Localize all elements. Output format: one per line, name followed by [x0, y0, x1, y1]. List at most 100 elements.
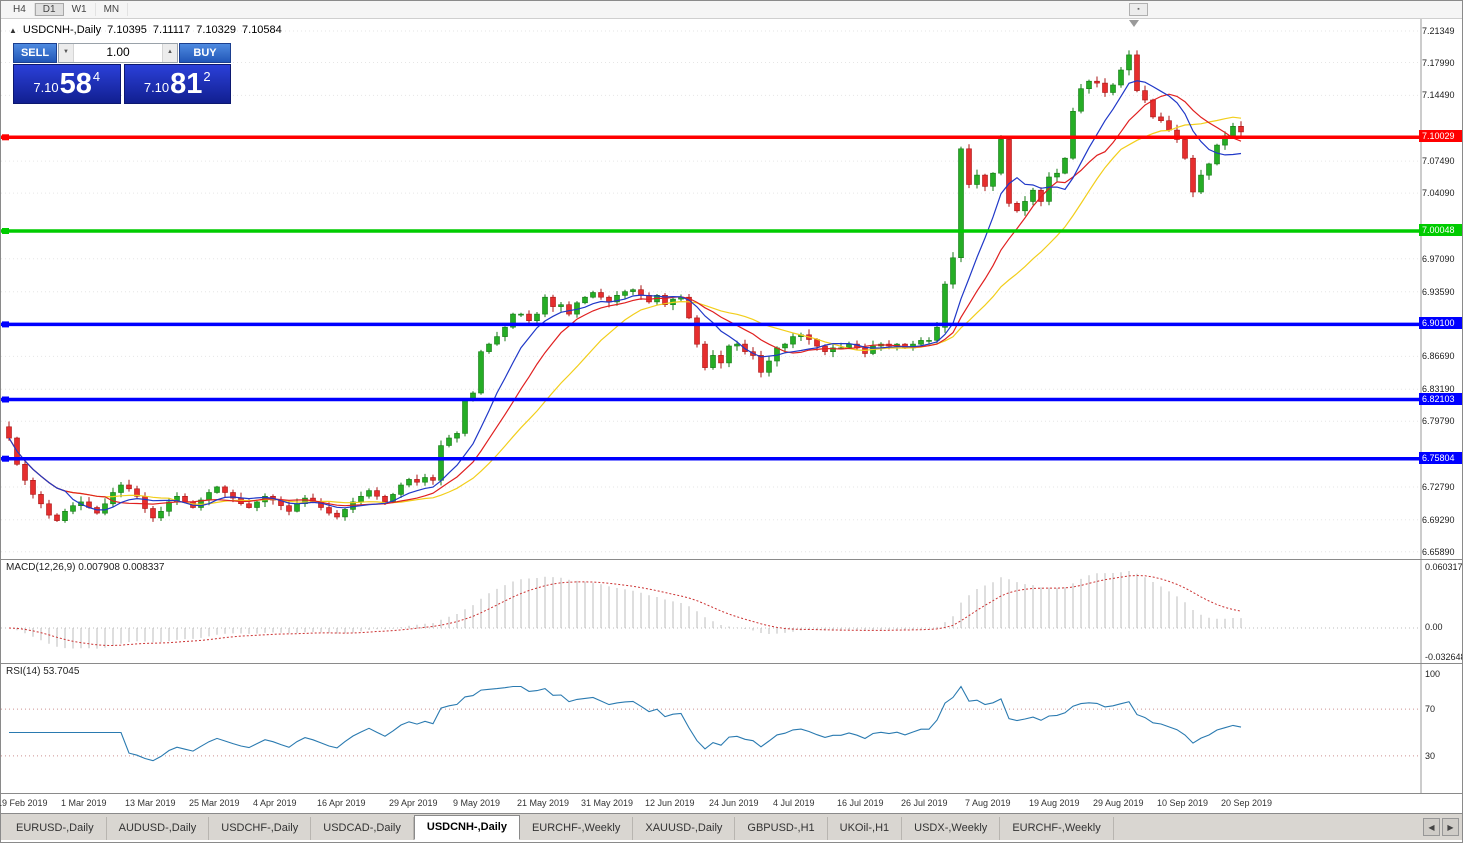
price-axis-label: 6.86690: [1422, 351, 1455, 362]
price-axis-label: 6.79790: [1422, 416, 1455, 427]
chart-tab-xauusd-daily[interactable]: XAUUSD-,Daily: [633, 817, 736, 840]
macd-canvas[interactable]: [1, 560, 1462, 663]
price-chart-canvas[interactable]: [1, 19, 1462, 559]
sell-price-prefix: 7.10: [33, 80, 59, 95]
low-value: 7.10329: [196, 24, 237, 36]
tab-scroll-arrows: ◀ ▶: [1423, 818, 1459, 836]
tab-scroll-right-icon[interactable]: ▶: [1442, 818, 1459, 836]
date-axis-label: 16 Apr 2019: [317, 798, 366, 808]
rsi-label: RSI(14) 53.7045: [6, 666, 80, 677]
price-axis-label: 6.69290: [1422, 514, 1455, 525]
symbol-title: USDCNH-,Daily: [22, 24, 102, 36]
price-axis-label: 7.04090: [1422, 188, 1455, 199]
chart-tab-usdcnh-daily[interactable]: USDCNH-,Daily: [413, 815, 520, 840]
sell-button[interactable]: SELL: [13, 43, 57, 63]
buy-price-display[interactable]: 7.10 81 2: [123, 64, 231, 104]
volume-control: ▼ 1.00 ▲: [58, 43, 178, 63]
date-axis[interactable]: 19 Feb 2019 1 Mar 2019 13 Mar 2019 25 Mar 2…: [0, 793, 1462, 813]
date-axis-label: 7 Aug 2019: [965, 798, 1011, 808]
date-axis-label: 16 Jul 2019: [837, 798, 884, 808]
date-axis-label: 1 Mar 2019: [61, 798, 107, 808]
buy-button[interactable]: BUY: [179, 43, 231, 63]
date-axis-label: 29 Apr 2019: [389, 798, 438, 808]
chart-tab-gbpusd-h1[interactable]: GBPUSD-,H1: [735, 817, 828, 840]
rsi-axis-70: 70: [1425, 704, 1436, 714]
price-level-tag: 7.10029: [1419, 130, 1462, 143]
chart-tab-eurusd-daily[interactable]: EURUSD-,Daily: [4, 817, 107, 840]
chart-header: ▲ USDCNH-,Daily 7.10395 7.11117 7.10329 7.105…: [9, 24, 288, 36]
sell-price-display[interactable]: 7.10 58 4: [13, 64, 121, 104]
date-axis-label: 4 Jul 2019: [773, 798, 815, 808]
chart-tab-bar: EURUSD-,Daily AUDUSD-,Daily USDCHF-,Daily U…: [1, 813, 1462, 840]
date-axis-label: 4 Apr 2019: [253, 798, 297, 808]
close-value: 7.10584: [242, 24, 282, 36]
date-axis-label: 19 Aug 2019: [1029, 798, 1080, 808]
volume-down-button[interactable]: ▼: [59, 44, 74, 62]
chart-tab-ukoil-h1[interactable]: UKOil-,H1: [828, 817, 903, 840]
buy-price-prefix: 7.10: [143, 80, 170, 95]
price-axis-label: 6.72790: [1422, 481, 1455, 492]
price-axis-label: 7.17990: [1422, 57, 1455, 68]
timeframe-toolbar: H4 D1 W1 MN ▪: [1, 1, 1462, 19]
chart-tab-usdchf-daily[interactable]: USDCHF-,Daily: [209, 817, 312, 840]
timeframe-button-w1[interactable]: W1: [64, 3, 96, 16]
collapse-arrow-icon[interactable]: ▲: [9, 26, 17, 35]
chart-shift-marker[interactable]: [1129, 20, 1139, 27]
price-axis-label: 7.21349: [1422, 26, 1455, 36]
rsi-indicator-panel: RSI(14) 53.7045 100 70 30: [1, 663, 1462, 793]
buy-price-sup: 2: [203, 69, 211, 84]
date-axis-label: 13 Mar 2019: [125, 798, 176, 808]
date-axis-label: 26 Jul 2019: [901, 798, 948, 808]
buy-price-big: 81: [170, 68, 203, 100]
price-axis-label: 6.93590: [1422, 286, 1455, 297]
chart-tab-eurchf-weekly[interactable]: EURCHF-,Weekly: [1000, 817, 1114, 840]
sell-price-big: 58: [59, 68, 92, 100]
sell-price-sup: 4: [92, 69, 101, 84]
date-axis-label: 24 Jun 2019: [709, 798, 759, 808]
date-axis-label: 9 May 2019: [453, 798, 501, 808]
date-axis-label: 19 Feb 2019: [0, 798, 48, 808]
price-axis-label: 7.07490: [1422, 156, 1455, 167]
price-axis-label: 6.83190: [1422, 384, 1455, 395]
price-axis-label: 6.97090: [1422, 253, 1455, 264]
macd-axis-zero: 0.00: [1425, 622, 1443, 632]
window-restore-icon[interactable]: ▪: [1129, 3, 1148, 16]
date-axis-label: 31 May 2019: [581, 798, 634, 808]
chart-tab-usdcad-daily[interactable]: USDCAD-,Daily: [311, 817, 414, 840]
macd-axis-top: 0.060317: [1425, 562, 1462, 572]
date-axis-label: 21 May 2019: [517, 798, 570, 808]
tab-scroll-left-icon[interactable]: ◀: [1423, 818, 1440, 836]
price-level-tag: 7.00048: [1419, 224, 1462, 237]
timeframe-button-mn[interactable]: MN: [96, 3, 129, 16]
date-axis-label: 29 Aug 2019: [1093, 798, 1144, 808]
price-level-tag: 6.90100: [1419, 317, 1462, 330]
timeframe-button-d1[interactable]: D1: [34, 3, 64, 16]
price-level-tag: 6.82103: [1419, 392, 1462, 405]
rsi-axis-30: 30: [1425, 751, 1436, 761]
one-click-trading-panel: SELL ▼ 1.00 ▲ BUY 7.10 58 4 7.10 81 2: [13, 43, 231, 104]
date-axis-label: 12 Jun 2019: [645, 798, 695, 808]
volume-up-button[interactable]: ▲: [162, 44, 177, 62]
chart-tab-eurchf-weekly[interactable]: EURCHF-,Weekly: [520, 817, 634, 840]
chart-tab-usdx-weekly[interactable]: USDX-,Weekly: [902, 817, 1001, 840]
open-value: 7.10395: [107, 24, 147, 36]
date-axis-label: 25 Mar 2019: [189, 798, 240, 808]
volume-input[interactable]: 1.00: [106, 45, 130, 59]
price-axis-label: 6.65890: [1422, 546, 1455, 557]
timeframe-button-h4[interactable]: H4: [5, 3, 35, 16]
rsi-canvas[interactable]: [1, 664, 1462, 793]
high-value: 7.11117: [152, 24, 191, 36]
date-axis-label: 20 Sep 2019: [1221, 798, 1273, 808]
timeframe-buttons: H4 D1 W1 MN: [5, 3, 129, 16]
chart-tab-audusd-daily[interactable]: AUDUSD-,Daily: [107, 817, 210, 840]
rsi-axis-100: 100: [1425, 669, 1441, 679]
macd-indicator-panel: MACD(12,26,9) 0.007908 0.008337 0.060317…: [1, 559, 1462, 663]
macd-axis-bottom: -0.032648: [1425, 652, 1462, 662]
price-scale[interactable]: 7.21349 7.17990 7.14490 7.07490 7.04090 6.970…: [1419, 19, 1462, 559]
date-axis-label: 10 Sep 2019: [1157, 798, 1209, 808]
price-level-tag: 6.75804: [1419, 451, 1462, 464]
price-chart-panel: 7.21349 7.17990 7.14490 7.07490 7.04090 6.970…: [1, 19, 1462, 559]
macd-label: MACD(12,26,9) 0.007908 0.008337: [6, 562, 165, 573]
price-axis-label: 7.14490: [1422, 90, 1455, 101]
